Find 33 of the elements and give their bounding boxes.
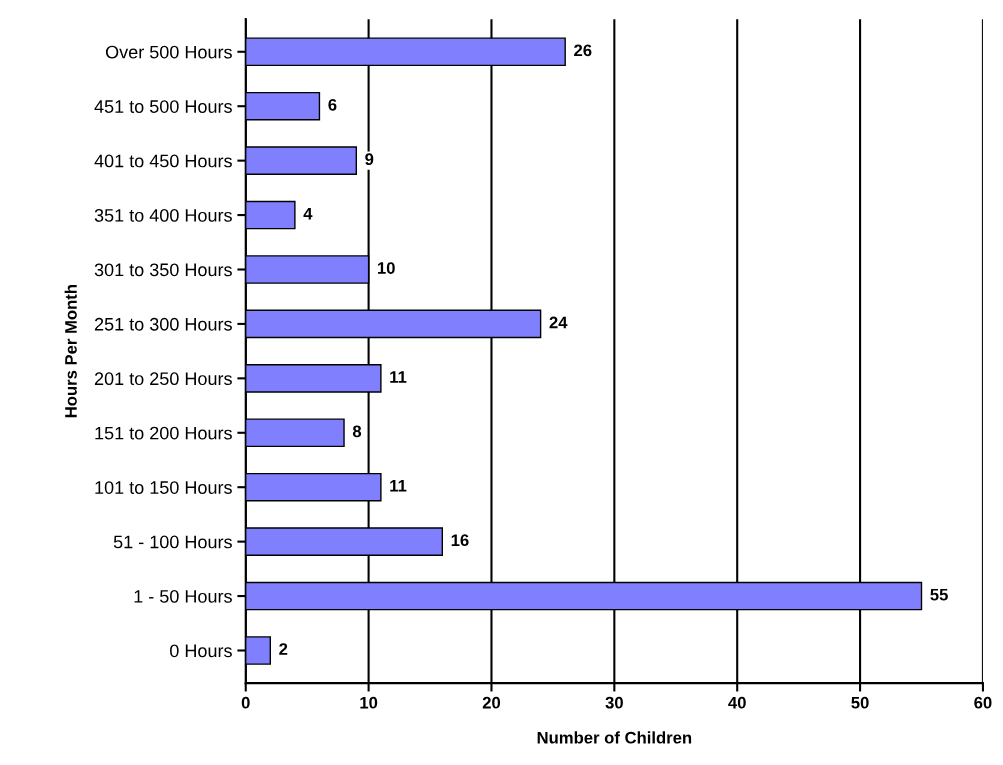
data-label: 10 bbox=[377, 262, 395, 274]
y-tick-label: 251 to 300 Hours bbox=[94, 317, 232, 331]
x-tick-label: 50 bbox=[851, 696, 869, 709]
y-tick-label: 151 to 200 Hours bbox=[95, 426, 232, 440]
data-label: 9 bbox=[365, 153, 374, 166]
data-label: 2 bbox=[279, 643, 288, 655]
x-tick-label: 30 bbox=[605, 696, 623, 709]
data-label: 6 bbox=[328, 98, 337, 111]
data-label: 24 bbox=[549, 316, 568, 329]
y-tick-label: 51 - 100 Hours bbox=[113, 535, 232, 549]
x-tick-label: 40 bbox=[728, 696, 746, 709]
data-label: 26 bbox=[574, 44, 592, 57]
data-label: 11 bbox=[390, 480, 407, 492]
y-tick-label: 451 to 500 Hours bbox=[94, 100, 232, 113]
data-label: 55 bbox=[930, 588, 948, 601]
x-tick-label: 10 bbox=[360, 696, 378, 709]
x-axis-title: Number of Children bbox=[537, 731, 692, 744]
x-tick-label: 0 bbox=[241, 696, 250, 709]
y-tick-label: Over 500 Hours bbox=[105, 45, 232, 59]
data-label: 4 bbox=[303, 207, 313, 220]
y-tick-label: 401 to 450 Hours bbox=[94, 154, 232, 168]
y-axis-title: Hours Per Month bbox=[64, 285, 77, 418]
y-tick-label: 351 to 400 Hours bbox=[94, 209, 232, 222]
data-label: 16 bbox=[451, 534, 469, 547]
y-tick-label: 201 to 250 Hours bbox=[94, 372, 232, 386]
y-tick-label: 1 - 50 Hours bbox=[134, 589, 232, 603]
x-tick-label: 60 bbox=[974, 696, 992, 709]
y-tick-label: 301 to 350 Hours bbox=[94, 263, 232, 277]
data-label: 11 bbox=[390, 371, 407, 383]
y-tick-label: 101 to 150 Hours bbox=[95, 481, 232, 494]
y-tick-label: 0 Hours bbox=[170, 644, 232, 658]
x-tick-label: 20 bbox=[482, 696, 501, 709]
data-label: 8 bbox=[352, 425, 362, 438]
